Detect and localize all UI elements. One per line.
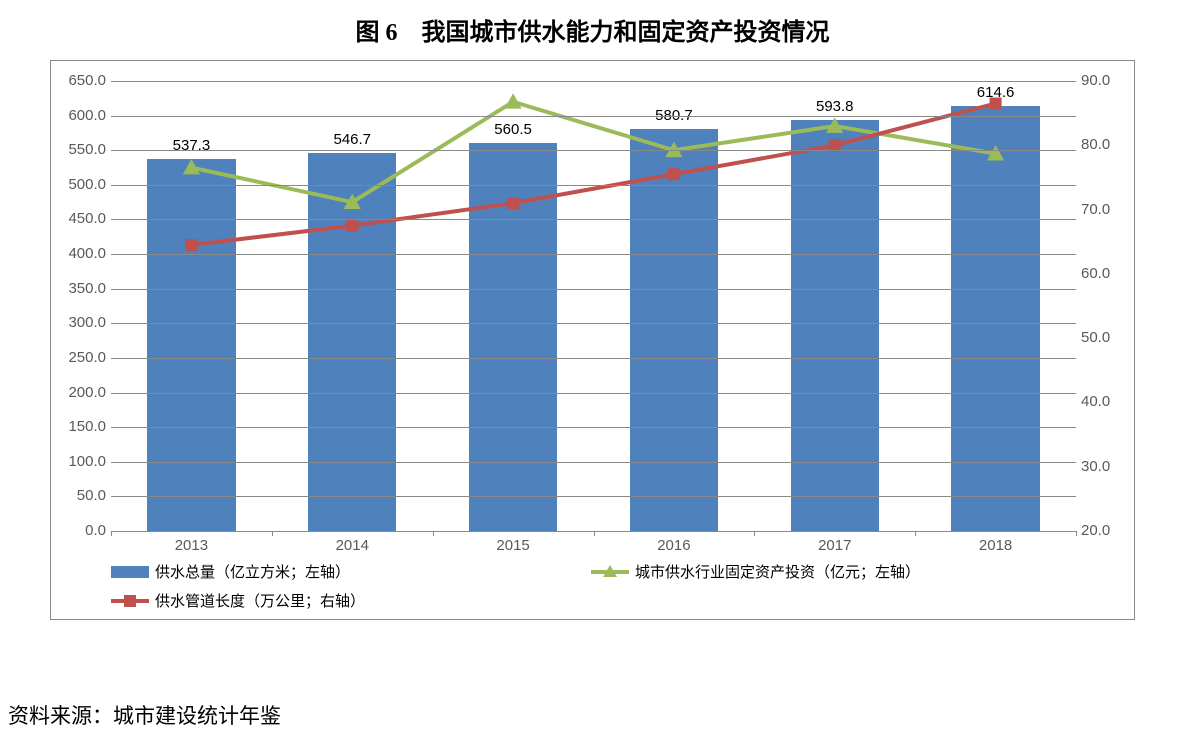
- y-right-tick-label: 50.0: [1081, 329, 1136, 346]
- x-tick: [915, 531, 916, 536]
- legend-label-line-0: 城市供水行业固定资产投资（亿元；左轴）: [635, 561, 920, 582]
- legend-item-bar: 供水总量（亿立方米；左轴）: [111, 561, 571, 582]
- y-left-tick-label: 600.0: [51, 107, 106, 124]
- x-tick: [433, 531, 434, 536]
- y-right-tick-label: 30.0: [1081, 458, 1136, 475]
- x-tick: [594, 531, 595, 536]
- x-tick: [111, 531, 112, 536]
- x-tick: [272, 531, 273, 536]
- gridline: [111, 219, 1076, 220]
- line-layer: [111, 81, 1076, 531]
- legend-label-line-1: 供水管道长度（万公里；右轴）: [155, 590, 365, 611]
- x-tick-label: 2018: [966, 537, 1026, 554]
- chart-title: 图 6 我国城市供水能力和固定资产投资情况: [0, 0, 1185, 55]
- line-marker: [668, 168, 680, 180]
- legend-swatch-line-1: [111, 592, 149, 610]
- y-right-tick-label: 80.0: [1081, 136, 1136, 153]
- y-left-tick-label: 150.0: [51, 418, 106, 435]
- legend-label-bar: 供水总量（亿立方米；左轴）: [155, 561, 350, 582]
- y-left-tick-label: 400.0: [51, 245, 106, 262]
- x-tick-label: 2013: [161, 537, 221, 554]
- x-tick-label: 2017: [805, 537, 865, 554]
- legend: 供水总量（亿立方米；左轴） 城市供水行业固定资产投资（亿元；左轴） 供水管道长度…: [111, 561, 1076, 619]
- line-marker: [507, 197, 519, 209]
- plot-area: 537.3546.7560.5580.7593.8614.6: [111, 81, 1076, 531]
- y-left-tick-label: 0.0: [51, 522, 106, 539]
- gridline: [111, 289, 1076, 290]
- gridline: [111, 323, 1076, 324]
- line-marker: [505, 93, 522, 108]
- gridline: [111, 427, 1076, 428]
- source-text: 资料来源：城市建设统计年鉴: [8, 700, 281, 730]
- line-marker: [990, 98, 1002, 110]
- y-left-tick-label: 200.0: [51, 384, 106, 401]
- y-right-tick-label: 60.0: [1081, 265, 1136, 282]
- gridline: [111, 496, 1076, 497]
- gridline: [111, 185, 1076, 186]
- gridline: [111, 462, 1076, 463]
- legend-item-line-1: 供水管道长度（万公里；右轴）: [111, 590, 365, 611]
- y-left-tick-label: 300.0: [51, 314, 106, 331]
- gridline: [111, 81, 1076, 82]
- gridline: [111, 393, 1076, 394]
- x-tick-label: 2015: [483, 537, 543, 554]
- chart-container: 537.3546.7560.5580.7593.8614.6 供水总量（亿立方米…: [50, 60, 1135, 620]
- y-right-tick-label: 20.0: [1081, 522, 1136, 539]
- line-marker: [346, 220, 358, 232]
- gridline: [111, 254, 1076, 255]
- x-tick: [1076, 531, 1077, 536]
- y-left-tick-label: 350.0: [51, 280, 106, 297]
- x-tick: [754, 531, 755, 536]
- line-marker: [185, 239, 197, 251]
- y-left-tick-label: 100.0: [51, 453, 106, 470]
- legend-item-line-0: 城市供水行业固定资产投资（亿元；左轴）: [591, 561, 920, 582]
- gridline: [111, 116, 1076, 117]
- y-left-tick-label: 650.0: [51, 72, 106, 89]
- y-left-tick-label: 50.0: [51, 487, 106, 504]
- line-marker: [183, 159, 200, 174]
- legend-swatch-bar: [111, 566, 149, 578]
- y-right-tick-label: 40.0: [1081, 393, 1136, 410]
- y-right-tick-label: 70.0: [1081, 201, 1136, 218]
- x-tick-label: 2016: [644, 537, 704, 554]
- y-left-tick-label: 250.0: [51, 349, 106, 366]
- gridline: [111, 150, 1076, 151]
- y-right-tick-label: 90.0: [1081, 72, 1136, 89]
- legend-swatch-line-0: [591, 563, 629, 581]
- y-left-tick-label: 550.0: [51, 141, 106, 158]
- y-left-tick-label: 500.0: [51, 176, 106, 193]
- gridline: [111, 358, 1076, 359]
- y-left-tick-label: 450.0: [51, 210, 106, 227]
- x-tick-label: 2014: [322, 537, 382, 554]
